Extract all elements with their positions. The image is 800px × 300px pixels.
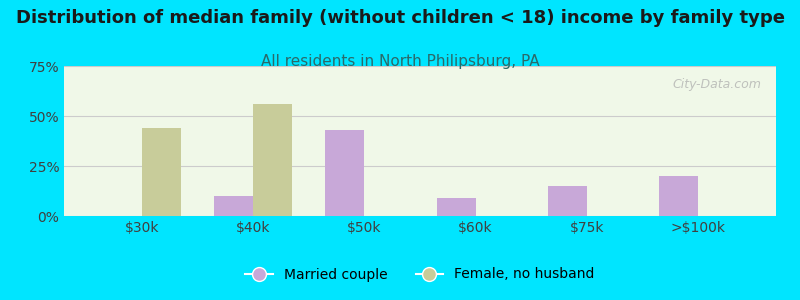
Text: All residents in North Philipsburg, PA: All residents in North Philipsburg, PA — [261, 54, 539, 69]
Bar — [253, 104, 292, 216]
Legend: Married couple, Female, no husband: Married couple, Female, no husband — [240, 262, 600, 287]
Bar — [659, 176, 698, 216]
Bar — [326, 130, 364, 216]
Text: Distribution of median family (without children < 18) income by family type: Distribution of median family (without c… — [15, 9, 785, 27]
Bar — [437, 198, 476, 216]
Bar — [214, 196, 253, 216]
Text: City-Data.com: City-Data.com — [673, 78, 762, 91]
Bar — [548, 186, 587, 216]
Bar — [142, 128, 181, 216]
